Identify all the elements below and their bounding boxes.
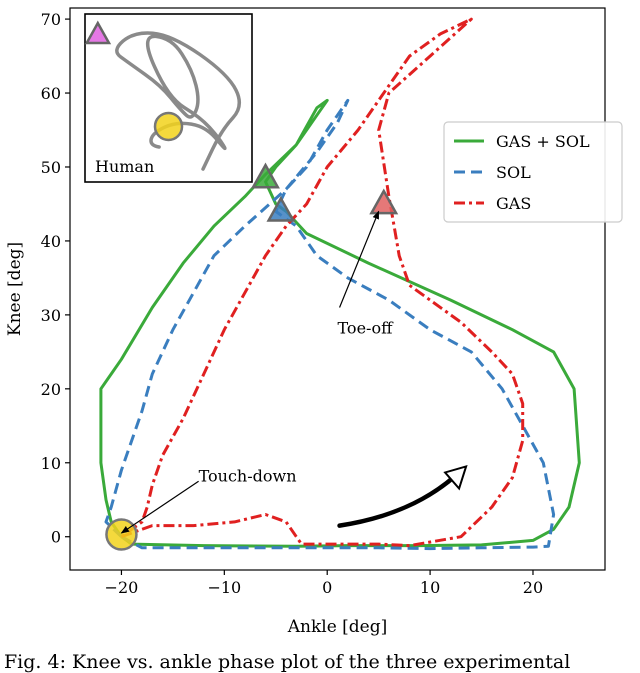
y-tick-label: 20	[41, 380, 61, 399]
toeoff-gas-marker	[369, 188, 399, 215]
axes-frame	[69, 7, 606, 571]
inset-trajectory	[115, 31, 242, 171]
touchdown-marker	[105, 518, 138, 551]
y-tick-label: 0	[51, 528, 61, 547]
series-line-sol	[104, 98, 556, 551]
toeoff-annotation-label: Toe-off	[338, 318, 395, 337]
x-axis-label: Ankle [deg]	[287, 617, 388, 637]
y-tick-label: 10	[41, 454, 61, 473]
x-tick-label: 20	[523, 578, 543, 597]
x-tick-label: 10	[420, 578, 440, 597]
y-axis-label: Knee [deg]	[5, 242, 25, 336]
legend-box	[443, 121, 623, 223]
inset-toeoff-marker	[84, 20, 112, 45]
inset-touchdown-marker	[153, 111, 184, 142]
y-tick-label: 70	[41, 10, 61, 29]
direction-arrow	[337, 469, 463, 528]
direction-arrowhead	[443, 464, 468, 491]
series-line-gas-sol	[99, 98, 581, 548]
x-tick-label: −10	[207, 578, 241, 597]
y-tick-label: 60	[41, 84, 61, 103]
phase-plot: Touch-down Toe-off −20 −10 0 10 20 0 10 20 30 40 50…	[5, 7, 623, 637]
toeoff-gassol-marker	[250, 162, 280, 189]
legend-label-sol: SOL	[496, 163, 531, 182]
toeoff-sol-marker	[266, 195, 296, 222]
touchdown-annotation-arrow	[120, 480, 199, 534]
toeoff-annotation-arrow	[339, 210, 380, 308]
y-tick-label: 30	[41, 306, 61, 325]
legend-label-gas-sol: GAS + SOL	[496, 132, 590, 151]
legend-label-gas: GAS	[496, 194, 531, 213]
touchdown-annotation-label: Touch-down	[199, 466, 297, 485]
x-tick-label: −20	[105, 578, 139, 597]
figure-caption: Fig. 4: Knee vs. ankle phase plot of the…	[4, 651, 571, 673]
y-tick-label: 50	[41, 158, 61, 177]
inset-label: Human	[95, 157, 154, 176]
x-tick-label: 0	[322, 578, 332, 597]
y-tick-label: 40	[41, 232, 61, 251]
